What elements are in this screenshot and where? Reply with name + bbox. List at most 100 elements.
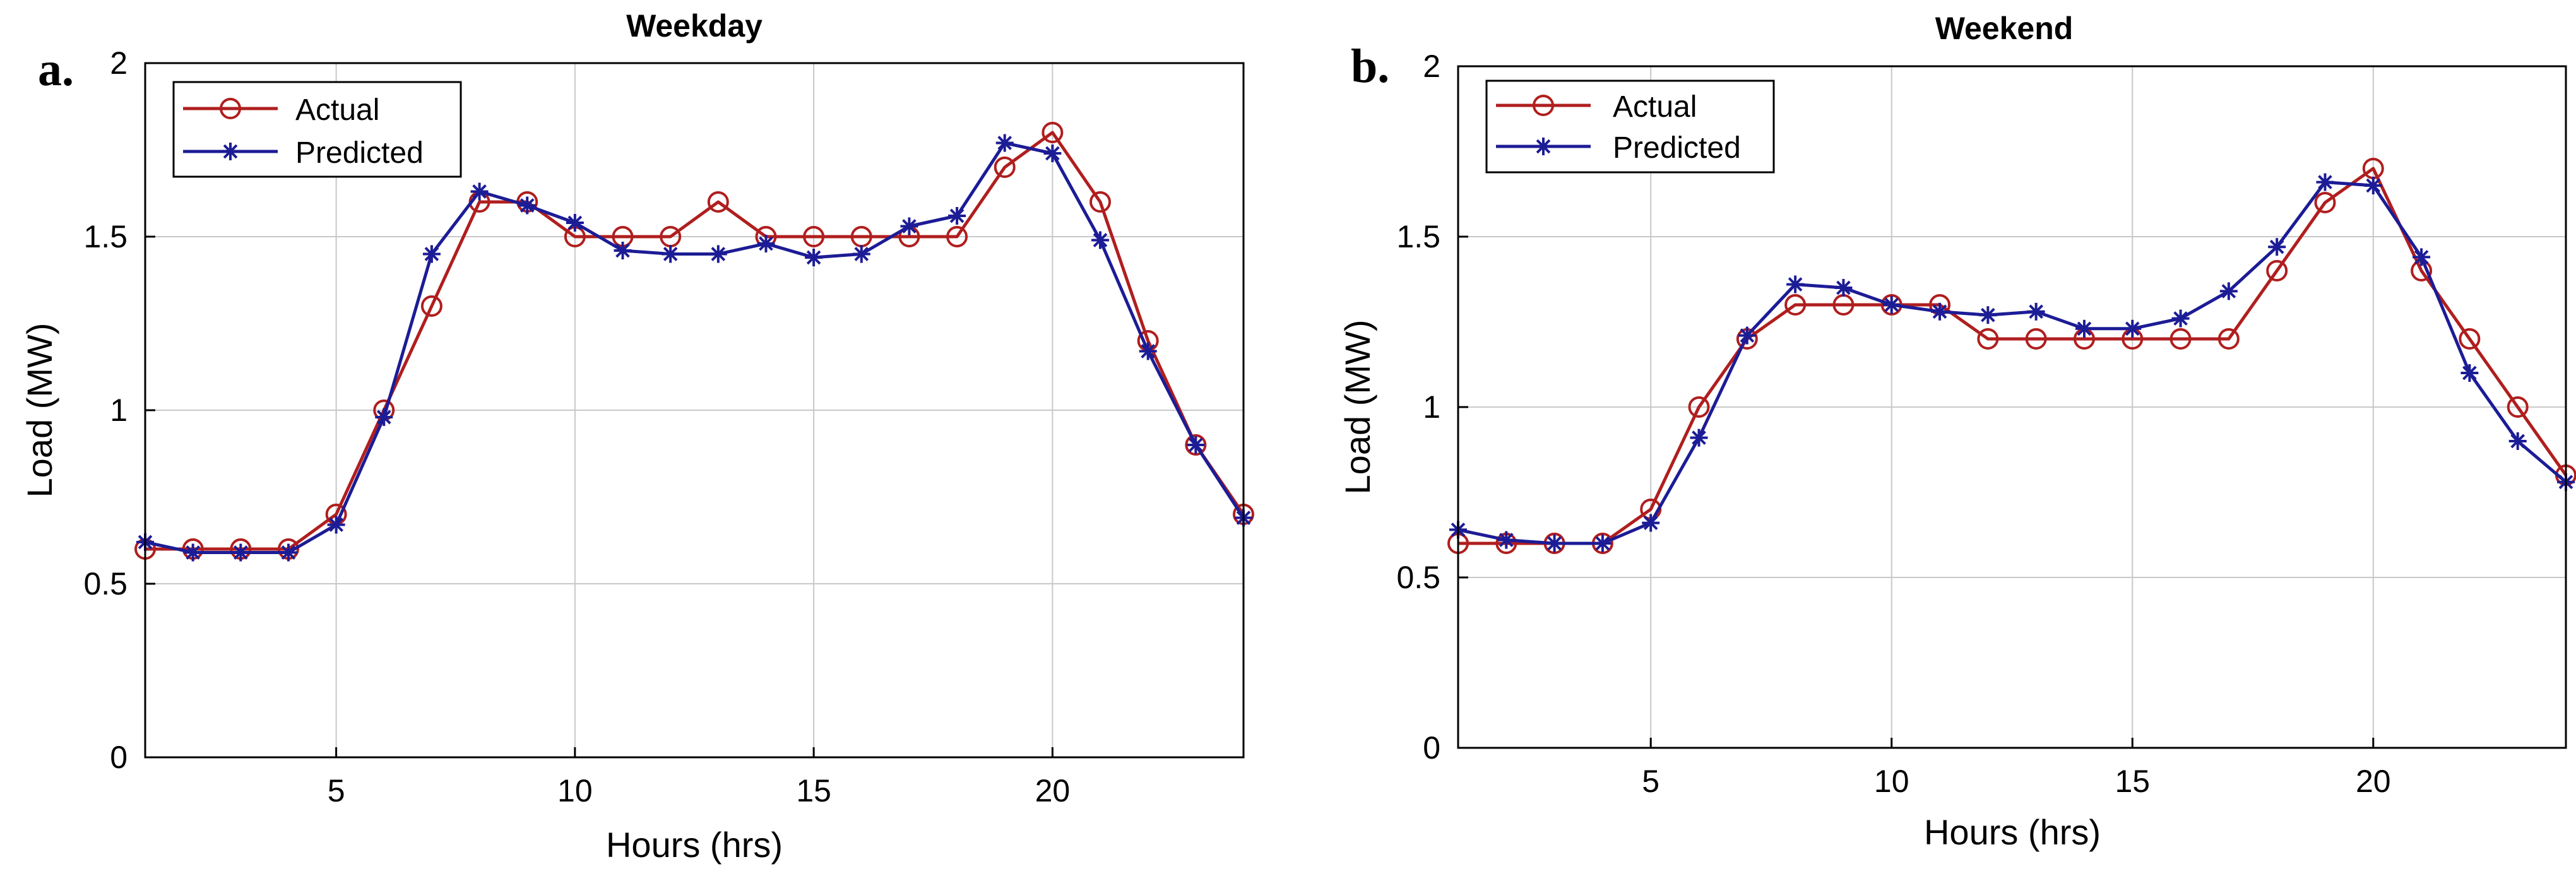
legend-star-marker: [1534, 138, 1552, 155]
data-point-predicted-stroke: [424, 247, 439, 261]
x-tick-label: 10: [1874, 764, 1909, 799]
data-point-predicted: [2171, 309, 2190, 328]
y-tick-label: 0.5: [83, 566, 128, 601]
legend-label-predicted: Predicted: [295, 136, 424, 170]
data-point-predicted-stroke: [1643, 516, 1658, 530]
data-point-predicted-stroke: [759, 236, 773, 251]
data-point-predicted: [2460, 364, 2479, 382]
data-point-predicted-stroke: [1932, 304, 1947, 319]
data-point-predicted: [2219, 282, 2238, 300]
y-tick-label: 2: [1423, 49, 1440, 84]
data-point-predicted: [1139, 342, 1157, 360]
data-point-predicted-stroke: [376, 410, 391, 425]
data-point-actual: [2507, 396, 2529, 418]
legend-marker-actual: [1533, 95, 1554, 116]
series-line-predicted: [145, 141, 1245, 554]
data-point-predicted: [1834, 279, 1853, 297]
data-point-predicted-stroke: [233, 545, 248, 560]
x-tick-label: 5: [328, 773, 345, 808]
legend-box: [1485, 80, 1775, 174]
legend-entry-predicted: Predicted: [1496, 131, 1741, 165]
data-point-actual: [2025, 328, 2047, 350]
data-point-predicted: [2123, 319, 2142, 338]
y-tick-label: 0: [1423, 730, 1440, 766]
data-point-predicted: [184, 543, 202, 562]
data-point-actual: [994, 157, 1016, 178]
data-point-predicted: [1497, 531, 1516, 549]
data-point-actual: [1042, 122, 1064, 143]
y-tick-label: 0.5: [1396, 560, 1440, 595]
y-tick-label: 1.5: [1396, 219, 1440, 254]
legend-label-actual: Actual: [1613, 90, 1697, 124]
data-point-predicted-stroke: [329, 517, 343, 532]
x-tick-label: 20: [2356, 764, 2391, 799]
data-point-predicted-stroke: [1093, 233, 1108, 247]
data-point-predicted: [1738, 326, 1756, 345]
series-line-predicted: [1457, 180, 2567, 545]
data-point-predicted: [566, 214, 584, 232]
data-point-actual: [2459, 328, 2481, 350]
data-point-predicted-stroke: [1547, 536, 1562, 551]
y-axis-label: Load (MW): [1338, 320, 1377, 495]
data-point-predicted-stroke: [281, 545, 296, 560]
data-point-predicted: [995, 134, 1014, 152]
data-point-predicted: [757, 235, 775, 252]
legend-label-predicted: Predicted: [1613, 131, 1741, 165]
axis-ticks: 5 10 15 20 0 0.5 1 1.5 2: [1396, 49, 2390, 799]
data-point-actual: [2266, 260, 2288, 281]
y-tick-label: 1: [1423, 389, 1440, 425]
data-point-predicted-stroke: [1499, 533, 1514, 547]
data-point-predicted-stroke: [997, 136, 1012, 150]
data-point-predicted-stroke: [663, 247, 678, 261]
panel-label: a.: [38, 43, 74, 96]
data-point-predicted: [1931, 302, 1949, 321]
data-point-actual: [1977, 328, 1999, 350]
data-point-predicted: [1187, 436, 1205, 454]
data-point-predicted-stroke: [2173, 311, 2188, 326]
data-point-predicted-stroke: [472, 184, 487, 199]
data-point-predicted: [2075, 319, 2093, 338]
data-point-predicted: [279, 543, 297, 562]
data-point-predicted: [2027, 302, 2045, 321]
legend-box: [172, 81, 462, 178]
data-point-predicted-stroke: [2125, 321, 2140, 336]
x-tick-label: 10: [557, 773, 593, 808]
x-tick-label: 15: [796, 773, 831, 808]
data-point-predicted-stroke: [2462, 365, 2477, 381]
data-point-predicted-stroke: [1141, 344, 1156, 358]
data-point-actual: [1784, 294, 1807, 316]
data-point-predicted-stroke: [949, 208, 965, 223]
data-point-predicted: [1593, 535, 1611, 552]
data-point-actual: [946, 226, 968, 247]
legend: Actual Predicted: [1485, 80, 1775, 174]
data-point-predicted-stroke: [2221, 284, 2236, 299]
data-point-predicted: [805, 249, 823, 266]
data-point-predicted: [375, 408, 393, 426]
chart-title: Weekend: [1935, 11, 2074, 46]
data-point-predicted-stroke: [854, 247, 869, 261]
x-tick-label: 15: [2115, 764, 2150, 799]
data-point-actual: [803, 226, 825, 247]
data-point-predicted-stroke: [1981, 307, 1995, 322]
data-point-predicted: [1545, 535, 1564, 552]
panel-label: b.: [1351, 40, 1389, 93]
data-point-predicted: [2508, 432, 2527, 450]
data-point-actual: [1185, 434, 1207, 456]
data-point-actual: [1688, 396, 1710, 418]
data-point-predicted-stroke: [1884, 297, 1899, 312]
y-tick-label: 1: [110, 393, 128, 428]
data-point-predicted: [852, 245, 870, 263]
data-point-predicted-stroke: [1045, 146, 1060, 161]
data-point-predicted-stroke: [1740, 328, 1755, 343]
data-point-predicted-stroke: [567, 215, 583, 230]
data-point-predicted: [2268, 238, 2286, 256]
data-point-predicted-stroke: [902, 219, 917, 234]
data-point-predicted: [470, 182, 489, 201]
data-point-predicted: [518, 196, 537, 215]
legend-entry-actual: Actual: [183, 93, 379, 127]
data-point-predicted-stroke: [1788, 277, 1803, 292]
data-point-predicted-stroke: [711, 247, 726, 261]
data-point-predicted: [1043, 145, 1062, 162]
